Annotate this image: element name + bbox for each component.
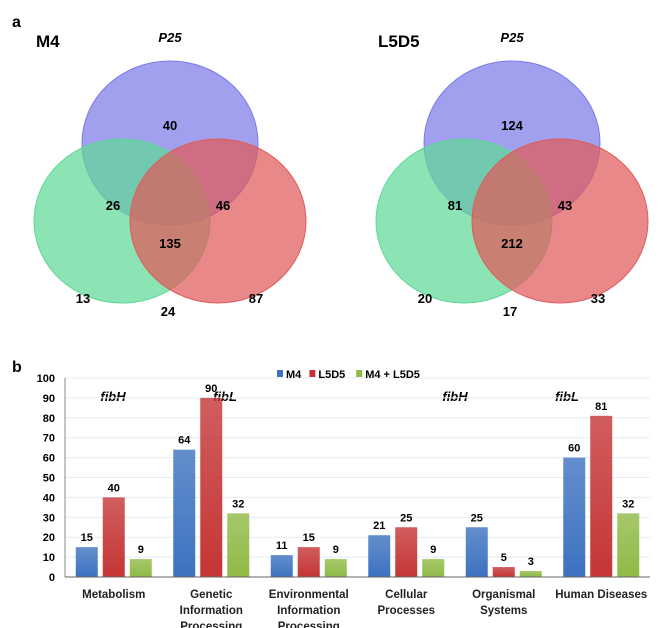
venn-region-p25-fibh: 81 (448, 198, 462, 213)
category-label: Information (277, 605, 340, 617)
category-label: Environmental (269, 589, 349, 601)
y-tick-label: 20 (43, 532, 55, 544)
y-tick-label: 80 (43, 413, 55, 425)
venn-region-fibh-only: 20 (418, 291, 432, 306)
bar-value-label: 11 (276, 540, 288, 552)
panel-b-label: b (12, 359, 22, 376)
bar-value-label: 25 (471, 512, 483, 524)
set-label-fibl: fibL (555, 389, 579, 404)
bar-value-label: 9 (333, 544, 339, 556)
bar-value-label: 40 (108, 482, 120, 494)
category-label: Processing (180, 621, 242, 628)
set-label-p25: P25 (500, 30, 524, 45)
y-tick-label: 90 (43, 393, 55, 405)
category-label: Information (180, 605, 243, 617)
y-tick-label: 0 (49, 572, 55, 584)
legend-label: L5D5 (318, 369, 345, 381)
bar-l5d5 (590, 415, 613, 577)
bar-l5d5 (200, 397, 223, 577)
venn-region-fibl-only: 87 (249, 291, 263, 306)
venn-region-p25-fibl: 46 (216, 198, 230, 213)
legend-label: M4 (286, 369, 302, 381)
venn-region-fibh-only: 13 (76, 291, 90, 306)
legend-swatch (356, 370, 363, 377)
category-label: Genetic (190, 589, 233, 601)
bar-l5d5 (297, 547, 320, 577)
bar-value-label: 9 (430, 544, 436, 556)
bar-value-label: 3 (528, 556, 534, 568)
venn-region-fibh-fibl: 24 (161, 304, 176, 319)
bar-m4-l5d5 (227, 513, 250, 577)
venn-set-fibl (129, 138, 307, 304)
bar-value-label: 32 (622, 498, 634, 510)
venn-region-all: 212 (501, 236, 523, 251)
legend-swatch (277, 370, 283, 377)
venn-region-fibh-fibl: 17 (503, 304, 517, 319)
venn-region-p25-fibh: 26 (106, 198, 120, 213)
bar-m4-l5d5 (129, 559, 152, 577)
bar-m4 (563, 457, 586, 577)
venn-title: M4 (36, 32, 60, 51)
y-tick-label: 60 (43, 453, 55, 465)
category-label: Organismal (472, 589, 535, 601)
set-label-fibh: fibH (442, 389, 468, 404)
set-label-fibh: fibH (100, 389, 126, 404)
category-label: Systems (480, 605, 527, 617)
venn-l5d5: L5D5 P25 fibH fibL 124 81 43 212 20 17 33 (375, 30, 649, 404)
y-tick-label: 30 (43, 512, 55, 524)
legend-swatch (309, 370, 316, 377)
bar-m4-l5d5 (519, 571, 542, 577)
legend-label: M4 + L5D5 (365, 369, 420, 381)
bar-m4 (173, 449, 196, 577)
category-label: Cellular (385, 589, 428, 601)
bar-value-label: 90 (205, 383, 217, 395)
bar-l5d5 (395, 527, 418, 577)
venn-region-all: 135 (159, 236, 181, 251)
venn-set-fibl (471, 138, 649, 304)
bar-l5d5 (492, 567, 515, 577)
y-tick-label: 50 (43, 473, 55, 485)
panel-a-label: a (12, 14, 21, 31)
bar-value-label: 81 (595, 401, 607, 413)
category-label: Processing (278, 621, 340, 628)
bar-m4 (368, 535, 391, 577)
venn-region-p25-fibl: 43 (558, 198, 572, 213)
bar-value-label: 60 (568, 443, 580, 455)
bar-m4 (75, 547, 98, 577)
y-tick-label: 70 (43, 433, 55, 445)
venn-region-fibl-only: 33 (591, 291, 605, 306)
category-label: Metabolism (82, 589, 145, 601)
bar-value-label: 25 (400, 512, 412, 524)
bar-value-label: 32 (232, 498, 244, 510)
venn-title: L5D5 (378, 32, 420, 51)
bar-value-label: 15 (303, 532, 315, 544)
bar-l5d5 (102, 497, 125, 577)
bar-m4 (465, 527, 488, 577)
y-tick-label: 100 (37, 373, 55, 385)
y-tick-label: 10 (43, 552, 55, 564)
bar-value-label: 5 (501, 552, 507, 564)
bar-value-label: 64 (178, 435, 191, 447)
bar-value-label: 21 (373, 520, 385, 532)
bar-m4-l5d5 (617, 513, 640, 577)
set-label-p25: P25 (158, 30, 182, 45)
bar-value-label: 9 (138, 544, 144, 556)
category-label: Processes (377, 605, 435, 617)
venn-region-p25-only: 40 (163, 118, 177, 133)
y-tick-label: 40 (43, 492, 55, 504)
bar-m4-l5d5 (324, 559, 347, 577)
venn-region-p25-only: 124 (501, 118, 523, 133)
category-label: Human Diseases (555, 589, 647, 601)
bar-m4 (270, 555, 293, 577)
bar-value-label: 15 (81, 532, 93, 544)
bar-m4-l5d5 (422, 559, 445, 577)
